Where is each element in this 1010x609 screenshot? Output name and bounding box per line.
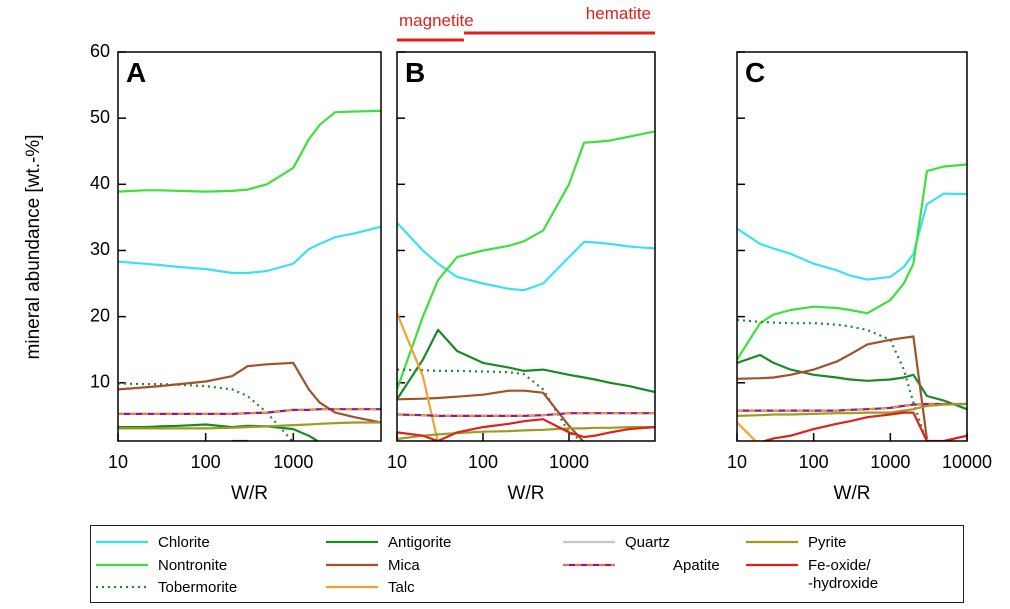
series-line	[737, 421, 758, 441]
x-tick-label: 10000	[942, 452, 992, 472]
series-line	[118, 408, 381, 415]
series-line	[397, 389, 585, 441]
legend: Chlorite Nontronite Tobermorite Antigorite M…	[90, 525, 964, 603]
x-tick-label: 10	[108, 452, 128, 472]
x-tick-label: 10	[727, 452, 747, 472]
y-tick-label: 50	[90, 107, 110, 127]
series-line	[118, 225, 381, 275]
x-tick-label: 1000	[870, 452, 910, 472]
series-line-dash	[737, 403, 967, 412]
phase-label: magnetite	[399, 11, 474, 30]
plot-area	[737, 163, 967, 441]
series-line	[737, 335, 928, 440]
series-line	[760, 411, 967, 441]
x-tick-label: 10	[387, 452, 407, 472]
y-tick-label: 60	[90, 41, 110, 61]
legend-swatch	[326, 563, 378, 567]
x-axis-label: W/R	[231, 483, 268, 504]
y-tick-label: 20	[90, 305, 110, 325]
legend-label: Antigorite	[388, 534, 452, 551]
legend-swatch	[326, 585, 378, 589]
legend-label: Fe-oxide/ -hydroxide	[808, 557, 879, 592]
legend-swatch	[96, 585, 148, 589]
x-tick-label: 100	[191, 452, 221, 472]
legend-label: Apatite	[673, 557, 720, 574]
series-line	[737, 353, 967, 411]
series-line	[397, 426, 655, 441]
panel-label: A	[126, 57, 146, 88]
series-line	[397, 312, 439, 441]
y-tick-label: 40	[90, 173, 110, 193]
series-line	[397, 221, 655, 292]
legend-label: Pyrite	[808, 534, 847, 551]
legend-swatch	[326, 540, 378, 544]
series-line	[118, 361, 381, 424]
series-line	[118, 421, 381, 430]
legend-swatch	[563, 540, 615, 544]
legend-swatch	[96, 563, 148, 567]
phase-label: hematite	[586, 4, 651, 23]
panel-label: C	[745, 57, 765, 88]
x-tick-label: 100	[799, 452, 829, 472]
series-line	[397, 328, 655, 400]
series-line	[118, 109, 381, 193]
x-tick-label: 100	[468, 452, 498, 472]
y-axis-label: mineral abundance [wt.-%]	[23, 135, 44, 360]
legend-label: Tobermorite	[158, 579, 238, 596]
legend-swatch	[746, 563, 798, 567]
series-line	[737, 402, 967, 417]
legend-label: Quartz	[625, 534, 671, 551]
series-line	[397, 418, 655, 441]
plot-frame	[736, 51, 968, 442]
legend-swatch	[563, 563, 615, 567]
series-line-dash	[397, 412, 655, 417]
x-tick-label: 1000	[273, 452, 313, 472]
series-line	[397, 130, 655, 390]
x-tick-label: 1000	[549, 452, 589, 472]
legend-label: Nontronite	[158, 557, 228, 574]
series-line	[737, 163, 967, 361]
legend-label: Chlorite	[158, 534, 210, 551]
y-tick-label: 30	[90, 239, 110, 259]
y-tick-label: 10	[90, 372, 110, 392]
legend-swatch	[96, 540, 148, 544]
plot-area	[118, 109, 381, 441]
series-line	[737, 192, 967, 281]
plot-area	[397, 130, 655, 441]
chart: mineral abundance [wt.-%] 10 20 30 40 50 60 10…	[23, 4, 992, 504]
legend-label: Mica	[388, 557, 420, 574]
plot-frame	[117, 51, 382, 442]
x-axis-label: W/R	[508, 483, 545, 504]
series-line	[118, 382, 294, 441]
x-axis-label: W/R	[834, 483, 871, 504]
legend-swatch	[746, 540, 798, 544]
panel-label: B	[405, 57, 425, 88]
legend-label: Talc	[388, 579, 415, 596]
plot-frame	[396, 51, 656, 442]
